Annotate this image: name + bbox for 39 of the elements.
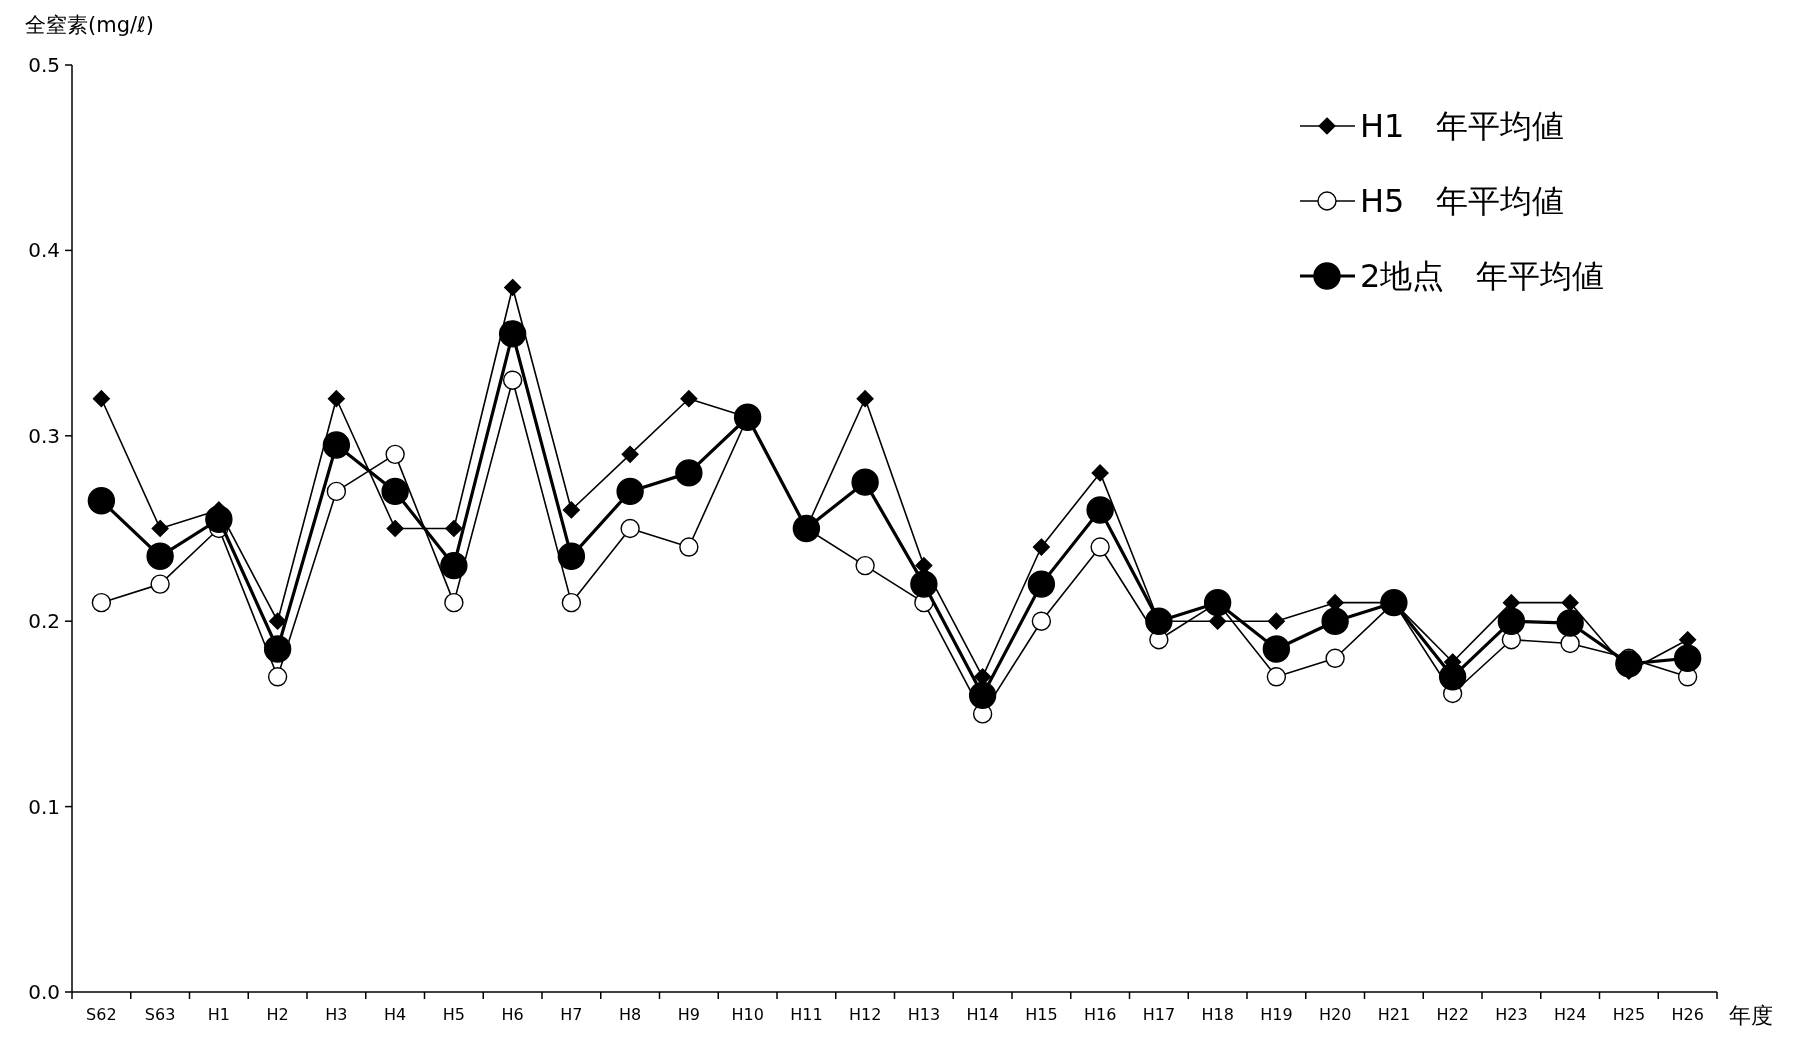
x-tick-label: H12	[848, 1005, 882, 1024]
x-tick-label: H10	[731, 1005, 764, 1024]
y-tick-label: 0.2	[28, 609, 60, 634]
x-tick-label: H26	[1671, 1005, 1704, 1024]
y-tick-label: 0.3	[28, 423, 60, 448]
x-tick-label: H1	[207, 1005, 230, 1024]
x-tick-label: H5	[442, 1005, 465, 1024]
x-tick-label: S63	[144, 1005, 176, 1024]
x-tick-label: H14	[966, 1005, 999, 1024]
x-tick-label: H20	[1318, 1005, 1352, 1024]
x-tick-label: H15	[1025, 1005, 1058, 1024]
x-tick-label: S62	[86, 1005, 117, 1024]
y-tick-label: 0.0	[28, 980, 60, 1004]
y-tick-label: 0.1	[28, 794, 60, 819]
y-tick-label: 0.4	[28, 238, 60, 263]
legend-label: H1 年平均値	[1360, 107, 1565, 146]
x-tick-label: H16	[1083, 1005, 1117, 1024]
x-axis-title: 年度	[1729, 1003, 1773, 1028]
x-tick-label: H17	[1142, 1005, 1176, 1024]
x-tick-label: H25	[1612, 1005, 1646, 1024]
x-tick-label: H18	[1201, 1005, 1234, 1024]
x-tick-label: H19	[1260, 1005, 1293, 1024]
x-tick-label: H2	[266, 1005, 289, 1024]
x-tick-label: H13	[907, 1005, 941, 1024]
x-tick-label: H6	[501, 1005, 524, 1024]
x-tick-label: H11	[790, 1005, 823, 1024]
x-tick-label: H9	[677, 1005, 700, 1024]
x-tick-label: H21	[1377, 1005, 1411, 1024]
x-tick-label: H7	[560, 1005, 583, 1024]
y-tick-label: 0.5	[28, 53, 60, 77]
x-tick-label: H8	[619, 1005, 642, 1024]
y-axis-title: 全窒素(mg/ℓ)	[25, 13, 154, 37]
x-tick-label: H4	[384, 1005, 407, 1024]
x-tick-label: H24	[1553, 1005, 1587, 1024]
x-tick-label: H23	[1495, 1005, 1528, 1024]
legend-label: H5 年平均値	[1360, 182, 1565, 221]
x-tick-label: H22	[1436, 1005, 1469, 1024]
legend-label: 2地点 年平均値	[1360, 257, 1605, 296]
x-tick-label: H3	[325, 1005, 348, 1024]
